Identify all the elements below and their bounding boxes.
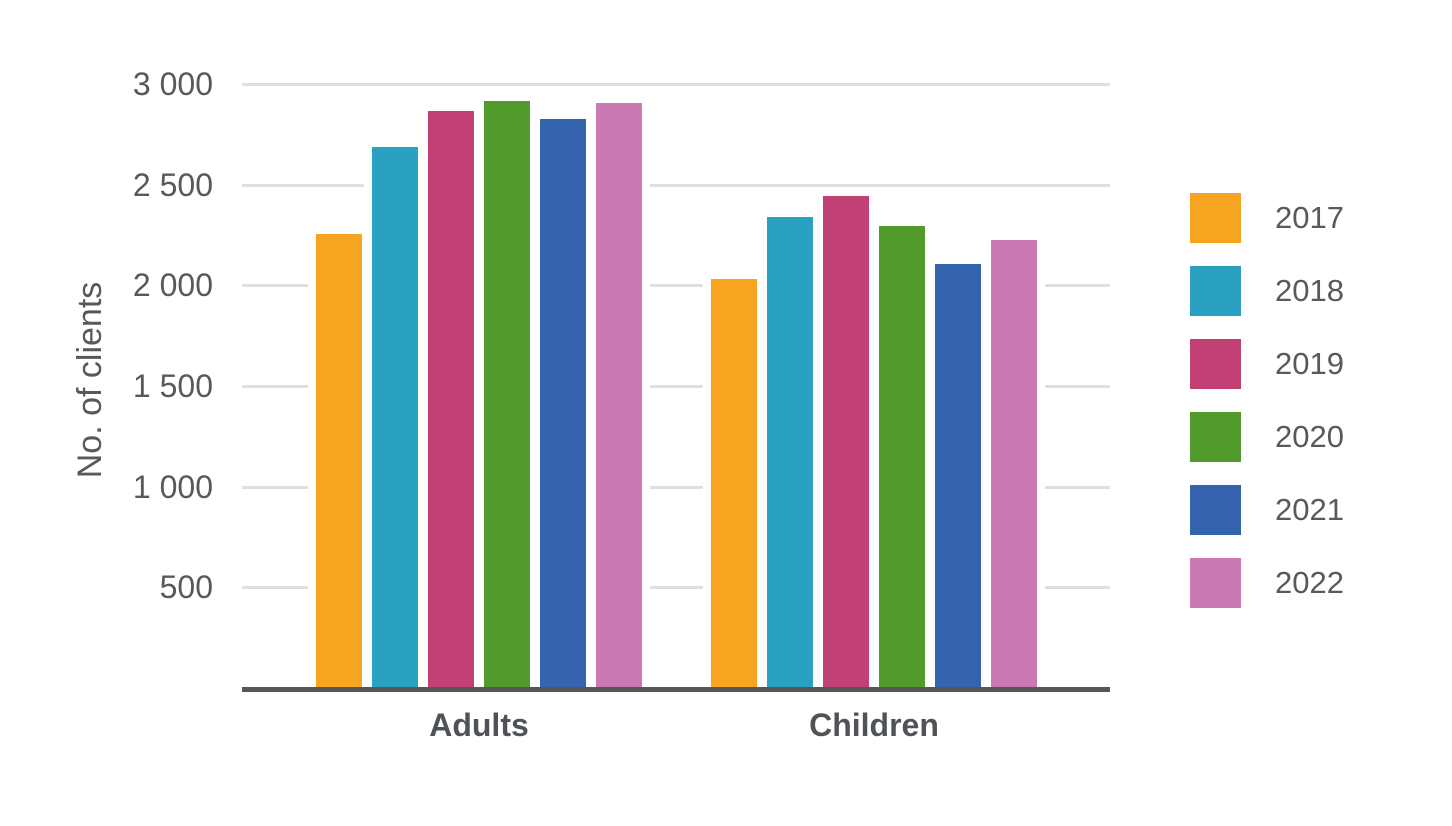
legend-label-2022: 2022 (1275, 565, 1344, 600)
gridline-1500 (242, 385, 1110, 388)
y-tick-label-3000: 3 000 (132, 66, 213, 102)
legend-swatch-2018 (1190, 266, 1241, 316)
legend-swatch-2017 (1190, 193, 1241, 243)
y-tick-label-2500: 2 500 (132, 167, 213, 203)
legend-item-2017: 2017 (1190, 193, 1344, 243)
legend-item-2022: 2022 (1190, 558, 1344, 608)
gridline-2000 (242, 284, 1110, 287)
y-tick-label-2000: 2 000 (132, 267, 213, 303)
bar-adults-2022 (596, 103, 642, 687)
gridline-500 (242, 586, 1110, 589)
legend-item-2018: 2018 (1190, 266, 1344, 316)
bar-children-2022 (991, 240, 1037, 687)
x-category-label-adults: Adults (429, 707, 529, 743)
gridline-2500 (242, 184, 1110, 187)
bar-children-2020 (879, 226, 925, 687)
x-axis-line (242, 687, 1110, 692)
x-category-label-children: Children (809, 707, 939, 743)
legend-label-2017: 2017 (1275, 200, 1344, 235)
bar-children-2021 (935, 264, 981, 687)
legend-swatch-2019 (1190, 339, 1241, 389)
legend: 2017 2018 2019 2020 2021 2022 (1190, 193, 1344, 631)
y-tick-label-500: 500 (159, 569, 213, 605)
legend-label-2021: 2021 (1275, 492, 1344, 527)
bar-adults-2018 (372, 147, 418, 687)
y-tick-label-1000: 1 000 (132, 469, 213, 505)
bar-adults-2020 (484, 101, 530, 687)
bar-adults-2019 (428, 111, 474, 687)
bar-children-2017 (711, 279, 757, 687)
gridline-3000 (242, 83, 1110, 86)
bar-children-2019 (823, 196, 869, 687)
bar-adults-2017 (316, 234, 362, 687)
y-tick-label-1500: 1 500 (132, 368, 213, 404)
legend-label-2018: 2018 (1275, 273, 1344, 308)
legend-swatch-2022 (1190, 558, 1241, 608)
legend-item-2019: 2019 (1190, 339, 1344, 389)
legend-item-2021: 2021 (1190, 485, 1344, 535)
gridline-1000 (242, 486, 1110, 489)
legend-swatch-2021 (1190, 485, 1241, 535)
legend-label-2020: 2020 (1275, 419, 1344, 454)
legend-item-2020: 2020 (1190, 412, 1344, 462)
legend-label-2019: 2019 (1275, 346, 1344, 381)
bar-children-2018 (767, 217, 813, 687)
legend-swatch-2020 (1190, 412, 1241, 462)
bar-adults-2021 (540, 119, 586, 687)
